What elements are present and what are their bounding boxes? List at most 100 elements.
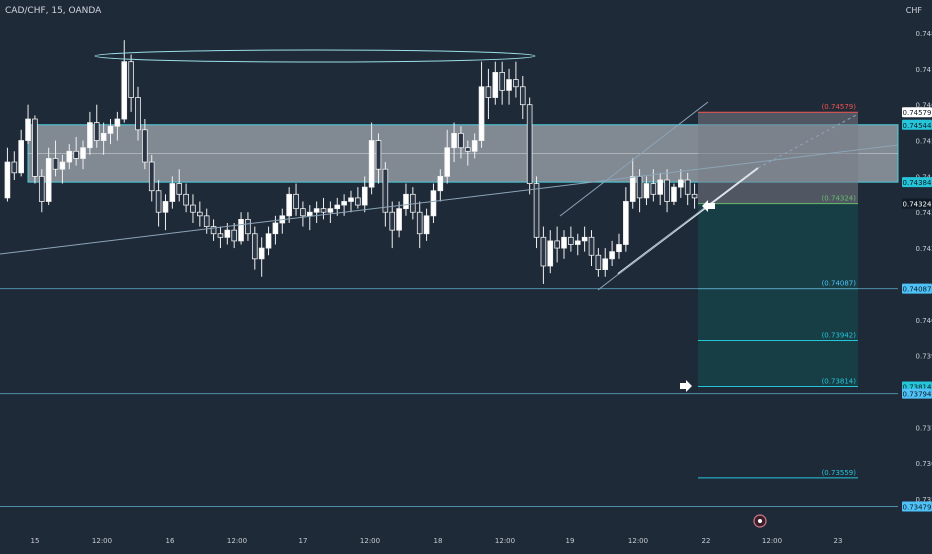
candle-body [293,193,299,210]
candle-body [121,61,128,120]
candle-body [348,197,354,202]
time-tick-label: 19 [566,537,575,545]
price-badge-label: 0.73794 [903,391,932,399]
price-badge [902,177,932,188]
candle-body [148,161,155,192]
entry-arrow-icon[interactable] [702,200,715,212]
candle-body [59,161,66,170]
candle-body [80,147,86,159]
candle-body [114,118,121,127]
candle-body [135,97,141,131]
candle-body [176,183,183,195]
candle-body [251,233,258,260]
time-tick-label: 15 [31,537,40,545]
candle-body [197,211,203,217]
time-tick-label: 12:00 [495,537,515,545]
candle-body [430,190,437,217]
candle-body [155,190,162,213]
candle-body [403,193,409,210]
price-tick-label: 0.73600 [916,460,932,468]
candle-body [66,150,73,163]
candle-body [588,236,595,256]
candle-body [361,186,368,206]
candle-body [327,208,334,213]
candle-body [258,247,265,260]
candle-body [485,86,492,98]
symbol-label: CAD/CHF, 15, OANDA [5,6,102,16]
candle-body [519,86,526,106]
candle-body [25,118,31,141]
candle-body [265,233,272,249]
candle-body [526,104,533,184]
price-tick-label: 0.74600 [916,102,932,110]
candle-body [18,140,24,174]
candle-body [513,79,519,88]
target-arrow-icon[interactable] [680,380,692,392]
take-profit-zone[interactable] [698,203,858,387]
time-tick-label: 22 [702,537,711,545]
candle-body [416,211,423,235]
channel-lower[interactable] [597,204,709,291]
candle-body [375,140,382,170]
price-badge-label: 0.74384 [903,179,932,187]
projection-line[interactable] [757,113,859,169]
price-badge [902,501,932,512]
time-tick-label: 12:00 [628,537,648,545]
candle-body [492,72,499,98]
candle-body [203,215,210,227]
candle-body [4,161,11,199]
price-tick-label: 0.74000 [916,317,932,325]
candle-body [306,211,313,217]
candle-body [423,215,430,235]
candle-body [437,175,444,192]
time-tick-label: 23 [834,537,843,545]
candle-body [238,218,244,242]
price-badge [902,198,932,209]
candle-body [602,258,609,270]
top-ellipse[interactable] [94,49,536,63]
candle-body [465,147,471,152]
level-label: (0.73814) [822,377,857,385]
level-label: (0.74324) [822,195,857,203]
candle-body [162,201,169,213]
candle-body [629,175,636,202]
price-badge-label: 0.73479 [903,504,932,512]
price-badge-label: 0.74087 [903,286,932,294]
candle-body [451,132,457,149]
candle-body [533,183,540,238]
candle-body [671,186,677,202]
candle-body [224,229,231,238]
level-label: (0.74087) [822,280,857,288]
candle-body [320,208,327,213]
price-badge [902,107,932,118]
candle-body [678,179,684,188]
candle-body [506,79,512,91]
candle-body [190,204,196,213]
time-tick-label: 12:00 [360,537,380,545]
candle-body [478,86,485,141]
price-badge-label: 0.73814 [903,383,932,391]
candle-body [272,222,279,235]
candle-body [664,179,670,202]
candle-body [341,201,347,206]
candle-body [217,233,224,238]
level-label: (0.73559) [822,469,857,477]
candle-body [554,240,560,249]
candle-body [142,129,148,163]
trend-line[interactable] [0,144,899,255]
candle-body [568,236,574,245]
candle-body [11,161,18,174]
candle-body [499,72,505,91]
stop-loss-zone[interactable] [698,112,858,204]
candle-body [595,254,602,270]
price-badge-label: 0.74544 [903,122,932,130]
channel-upper[interactable] [559,101,709,217]
candle-body [389,211,396,231]
candle-body [368,140,375,188]
candle-body [650,183,657,195]
price-tick-label: 0.73700 [916,424,932,432]
price-tick-label: 0.74200 [916,245,932,253]
